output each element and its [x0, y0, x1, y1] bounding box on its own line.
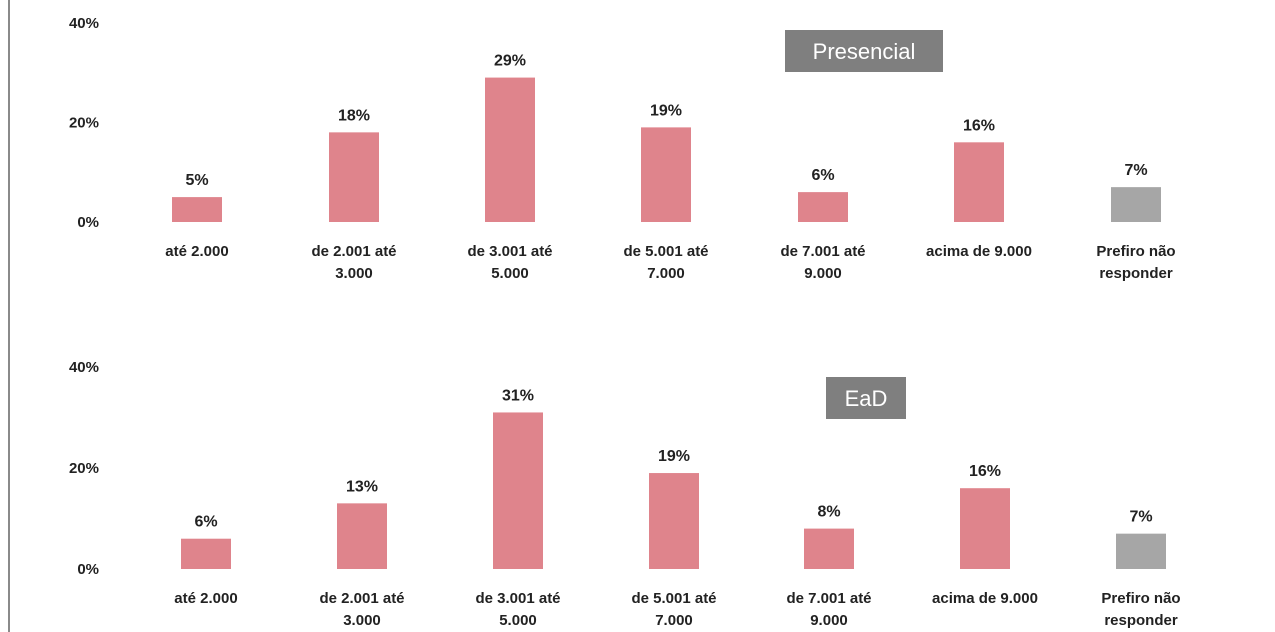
- chart-title-badge: [826, 377, 906, 419]
- category-label: até 2.000: [174, 590, 237, 607]
- y-tick-label: 40%: [69, 15, 99, 32]
- y-tick-label: 0%: [77, 561, 99, 578]
- bar: [798, 192, 848, 222]
- data-label: 19%: [650, 102, 682, 119]
- category-label: 7.000: [647, 265, 685, 282]
- category-label: de 2.001 até: [311, 243, 396, 260]
- category-label: de 2.001 até: [319, 590, 404, 607]
- category-label: 3.000: [335, 265, 373, 282]
- bar: [337, 503, 387, 569]
- data-label: 8%: [817, 504, 840, 521]
- category-label: responder: [1099, 265, 1173, 282]
- frame-left-border: [8, 0, 10, 632]
- category-label: 7.000: [655, 612, 693, 629]
- chart-title-badge: [785, 30, 943, 72]
- bar: [485, 77, 535, 222]
- data-label: 13%: [346, 478, 378, 495]
- data-label: 16%: [963, 117, 995, 134]
- bar: [1111, 187, 1161, 222]
- data-label: 31%: [502, 387, 534, 404]
- category-label: de 7.001 até: [780, 243, 865, 260]
- chart-title: Presencial: [813, 39, 916, 64]
- y-tick-label: 20%: [69, 460, 99, 477]
- category-label: de 7.001 até: [786, 590, 871, 607]
- bar: [1116, 533, 1166, 569]
- bar: [804, 528, 854, 569]
- bar: [649, 473, 699, 569]
- category-label: 3.000: [343, 612, 381, 629]
- category-label: acima de 9.000: [932, 590, 1038, 607]
- data-label: 18%: [338, 107, 370, 124]
- data-label: 6%: [194, 514, 217, 531]
- category-label: até 2.000: [165, 243, 228, 260]
- category-label: Prefiro não: [1101, 590, 1180, 607]
- bar: [172, 197, 222, 222]
- data-label: 29%: [494, 53, 526, 70]
- category-label: 5.000: [499, 612, 537, 629]
- category-label: 9.000: [810, 612, 848, 629]
- bar: [181, 538, 231, 569]
- data-label: 5%: [185, 172, 208, 189]
- bar: [329, 132, 379, 222]
- category-label: acima de 9.000: [926, 243, 1032, 260]
- bar: [960, 488, 1010, 569]
- category-label: Prefiro não: [1096, 243, 1175, 260]
- category-label: de 3.001 até: [475, 590, 560, 607]
- y-tick-label: 20%: [69, 114, 99, 131]
- y-tick-label: 0%: [77, 214, 99, 231]
- chart-title: EaD: [845, 386, 888, 411]
- category-label: 9.000: [804, 265, 842, 282]
- bar: [493, 412, 543, 569]
- chart-panel-2: 0% 20% 40% EaD 6% até 2.000 13% de 2.001 até 3.0…: [69, 359, 1181, 629]
- y-tick-label: 40%: [69, 359, 99, 376]
- chart-panel-1: 0% 20% 40% Presencial 5% até 2.000 18% de 2.001…: [69, 15, 1176, 282]
- category-label: de 5.001 até: [631, 590, 716, 607]
- category-label: responder: [1104, 612, 1178, 629]
- data-label: 19%: [658, 448, 690, 465]
- category-label: de 3.001 até: [467, 243, 552, 260]
- data-label: 16%: [969, 463, 1001, 480]
- category-label: 5.000: [491, 265, 529, 282]
- bar: [954, 142, 1004, 222]
- bar: [641, 127, 691, 222]
- data-label: 7%: [1124, 162, 1147, 179]
- data-label: 7%: [1129, 509, 1152, 526]
- data-label: 6%: [811, 167, 834, 184]
- category-label: de 5.001 até: [623, 243, 708, 260]
